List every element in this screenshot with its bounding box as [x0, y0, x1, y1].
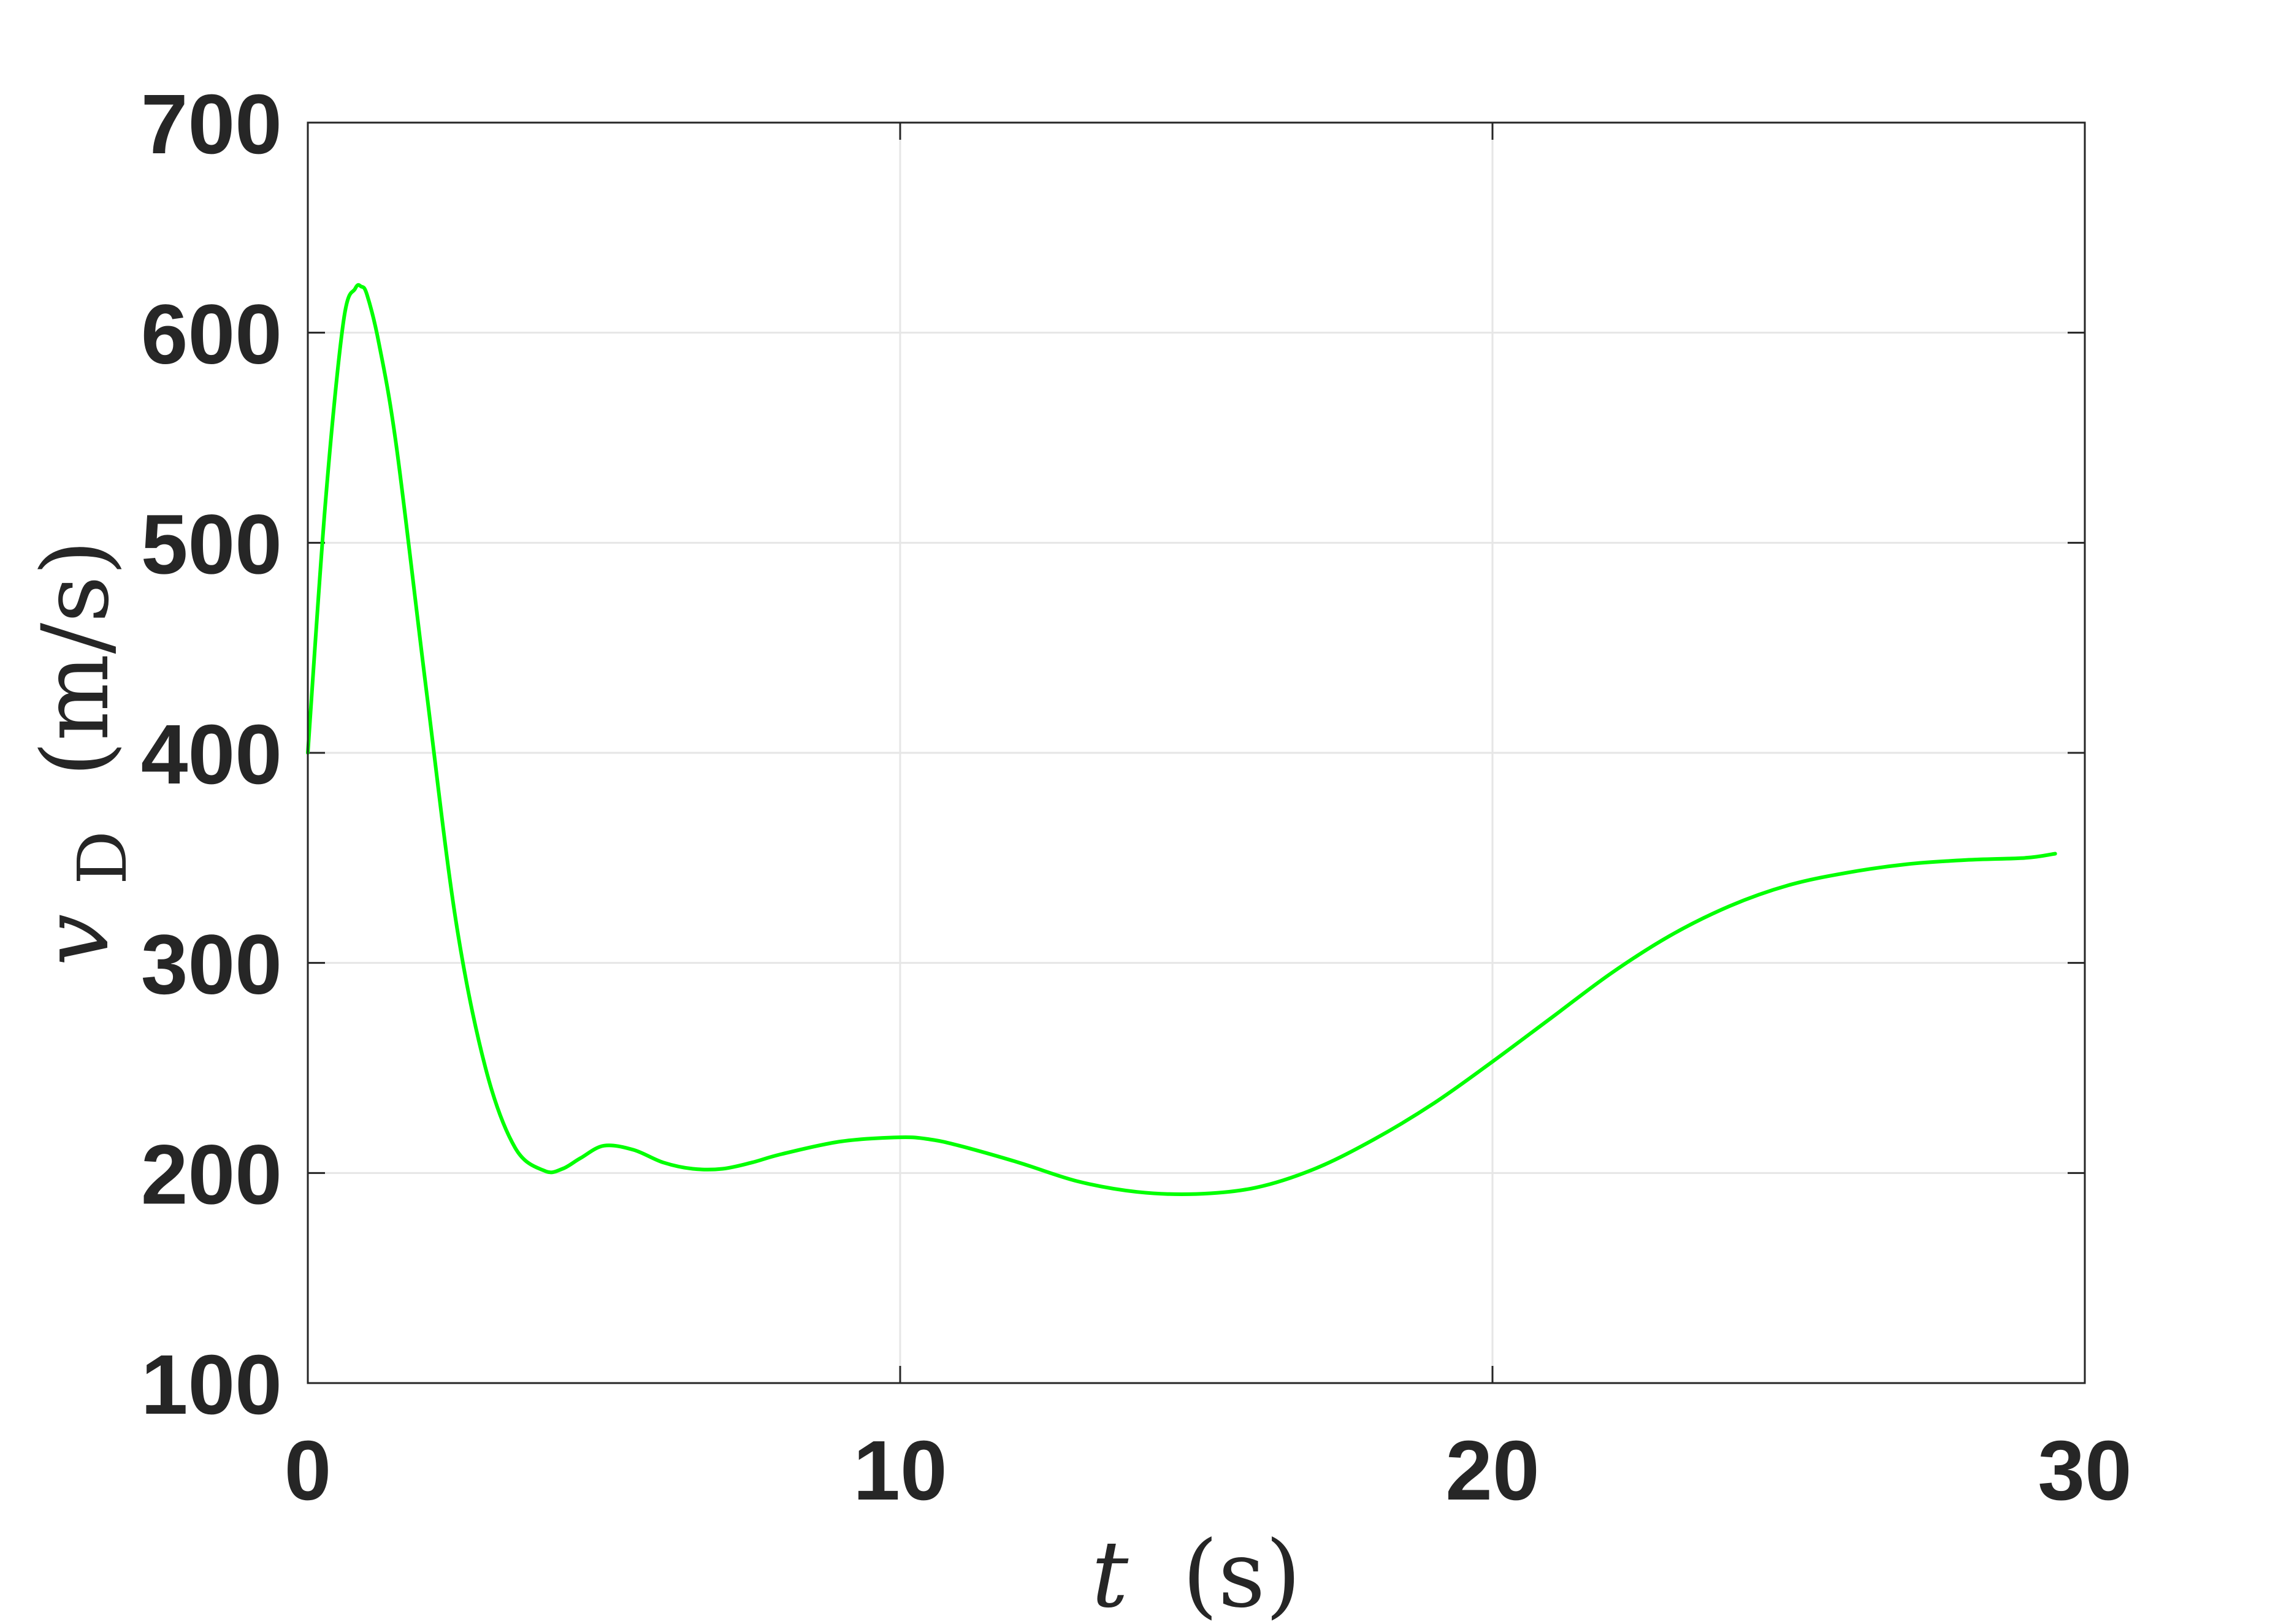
x-tick-label-1: 10 [853, 1424, 947, 1518]
grid [308, 123, 2085, 1383]
x-axis-label-unit: (s) [1182, 1522, 1301, 1624]
y-tick-label-1: 200 [141, 1127, 282, 1222]
y-axis-label-unit: (m/s) [23, 539, 129, 777]
y-tick-label-6: 700 [141, 77, 282, 172]
y-tick-label-4: 500 [141, 497, 282, 592]
x-tick-label-3: 30 [2038, 1424, 2132, 1518]
x-tick-labels: 0 10 20 30 [285, 1424, 2132, 1518]
x-axis-label-variable: t [1091, 1522, 1129, 1624]
y-tick-labels: 100 200 300 400 500 600 700 [141, 77, 282, 1432]
y-tick-label-2: 300 [141, 918, 282, 1012]
series-group [306, 283, 2057, 1196]
y-axis-label-variable: v [23, 914, 129, 966]
y-axis-label-subscript: D [63, 831, 142, 885]
y-tick-label-0: 100 [141, 1338, 282, 1432]
y-axis-label: v D (m/s) [23, 539, 148, 966]
plot-area-frame [307, 121, 2086, 1384]
x-axis-label: t (s) [1091, 1522, 1301, 1624]
x-tick-label-0: 0 [285, 1424, 332, 1518]
series-line-0 [306, 283, 2057, 1196]
y-tick-label-5: 600 [141, 288, 282, 382]
x-tick-label-2: 20 [1445, 1424, 1540, 1518]
y-tick-label-3: 400 [141, 707, 282, 802]
